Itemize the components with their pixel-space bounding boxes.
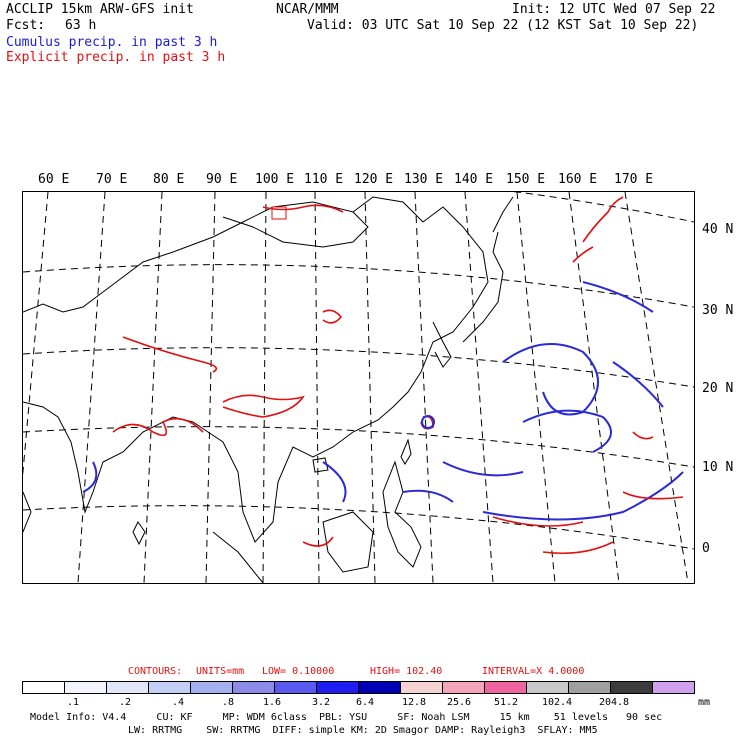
- precip-colorbar: [22, 681, 695, 694]
- colorbar-segment: [233, 682, 275, 693]
- cumulus-legend: Cumulus precip. in past 3 h: [6, 35, 218, 50]
- model-info-line2: LW: RRTMG SW: RRTMG DIFF: simple KM: 2D …: [128, 725, 598, 736]
- forecast-hour: 63 h: [65, 18, 97, 33]
- colorbar-tick: .2: [118, 697, 132, 708]
- colorbar-segment: [653, 682, 694, 693]
- contours-units: UNITS=mm: [196, 666, 245, 677]
- colorbar-segment: [23, 682, 65, 693]
- typhoon-eye: [421, 415, 435, 429]
- valid-time: Valid: 03 UTC Sat 10 Sep 22 (12 KST Sat …: [307, 18, 699, 33]
- colorbar-tick: 12.8: [401, 697, 427, 708]
- precip-map: [12, 172, 695, 584]
- colorbar-segment: [107, 682, 149, 693]
- coastlines: [22, 196, 514, 584]
- lon-label-70e: 70 E: [96, 172, 128, 187]
- colorbar-tick: 204.8: [598, 697, 630, 708]
- lon-label-170e: 170 E: [614, 172, 654, 187]
- colorbar-segment: [65, 682, 107, 693]
- lon-label-90e: 90 E: [206, 172, 238, 187]
- lon-label-100e: 100 E: [255, 172, 295, 187]
- model-info-line1: Model Info: V4.4 CU: KF MP: WDM 6class P…: [30, 712, 663, 723]
- colorbar-tick: .8: [221, 697, 235, 708]
- location-marker: [271, 206, 287, 220]
- colorbar-segment: [191, 682, 233, 693]
- colorbar-segment: [611, 682, 653, 693]
- colorbar-segment: [359, 682, 401, 693]
- colorbar-segment: [527, 682, 569, 693]
- longitude-lines: [12, 191, 689, 584]
- lon-label-160e: 160 E: [558, 172, 598, 187]
- lon-label-130e: 130 E: [404, 172, 444, 187]
- contours-high: HIGH= 102.40: [370, 666, 443, 677]
- colorbar-segment: [401, 682, 443, 693]
- colorbar-tick: 102.4: [541, 697, 573, 708]
- lat-label-0: 0: [702, 541, 710, 556]
- lat-label-20n: 20 N: [702, 381, 734, 396]
- colorbar-tick: .4: [171, 697, 185, 708]
- lon-label-150e: 150 E: [506, 172, 546, 187]
- lat-label-40n: 40 N: [702, 222, 734, 237]
- lon-label-120e: 120 E: [354, 172, 394, 187]
- colorbar-segment: [275, 682, 317, 693]
- colorbar-tick: 6.4: [355, 697, 375, 708]
- lon-label-140e: 140 E: [454, 172, 494, 187]
- init-time: Init: 12 UTC Wed 07 Sep 22: [512, 2, 716, 17]
- colorbar-unit: mm: [698, 697, 711, 708]
- contours-low: LOW= 0.10000: [262, 666, 335, 677]
- institution-label: NCAR/MMM: [276, 2, 339, 17]
- colorbar-tick: 25.6: [446, 697, 472, 708]
- forecast-label: Fcst:: [6, 18, 46, 33]
- colorbar-tick: 3.2: [311, 697, 331, 708]
- latitude-lines: [22, 172, 695, 550]
- colorbar-tick: 1.6: [262, 697, 282, 708]
- lon-label-110e: 110 E: [304, 172, 344, 187]
- colorbar-segment: [569, 682, 611, 693]
- explicit-legend: Explicit precip. in past 3 h: [6, 50, 226, 65]
- map-canvas: [12, 172, 695, 584]
- colorbar-segment: [443, 682, 485, 693]
- lat-label-30n: 30 N: [702, 303, 734, 318]
- colorbar-tick: 51.2: [493, 697, 519, 708]
- colorbar-tick: .1: [66, 697, 80, 708]
- lon-label-80e: 80 E: [153, 172, 185, 187]
- lat-label-10n: 10 N: [702, 460, 734, 475]
- contours-label: CONTOURS:: [128, 666, 183, 677]
- colorbar-segment: [485, 682, 527, 693]
- cumulus-precip-areas: [82, 281, 684, 521]
- colorbar-segment: [149, 682, 191, 693]
- colorbar-segment: [317, 682, 359, 693]
- lon-label-60e: 60 E: [38, 172, 70, 187]
- contours-interval: INTERVAL=X 4.0000: [482, 666, 585, 677]
- model-title: ACCLIP 15km ARW-GFS init: [6, 2, 194, 17]
